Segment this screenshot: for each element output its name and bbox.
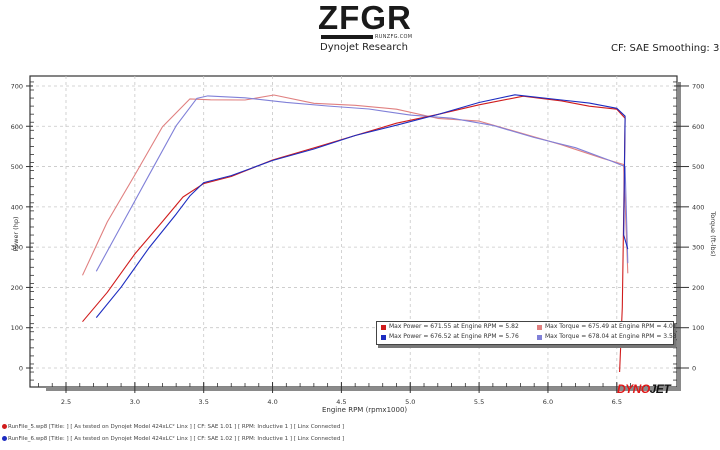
legend-entry: Max Torque = 675.49 at Engine RPM = 4.01 [545, 323, 677, 330]
run-file-text: RunFile_5.wp8 [Title: ] [ As tested on D… [8, 424, 345, 430]
chart-title: Dynojet Research [320, 42, 408, 53]
svg-text:600: 600 [692, 123, 704, 131]
svg-text:500: 500 [692, 163, 704, 171]
svg-text:6.5: 6.5 [612, 398, 622, 406]
svg-text:300: 300 [11, 244, 23, 252]
dynojet-logo: DYNOJET [617, 382, 671, 396]
run-color-dot [2, 424, 7, 429]
svg-text:100: 100 [692, 324, 704, 332]
series-line [82, 95, 626, 373]
svg-text:500: 500 [11, 163, 23, 171]
chart-legend: Max Power = 671.55 at Engine RPM = 5.82 … [376, 321, 677, 345]
svg-text:4.0: 4.0 [267, 398, 277, 406]
y-axis-label-power: Power (hp) [12, 216, 20, 252]
run-file-text: RunFile_6.wp8 [Title: ] [ As tested on D… [8, 436, 345, 442]
run-file-info: RunFile_6.wp8 [Title: ] [ As tested on D… [2, 436, 344, 442]
svg-text:6.0: 6.0 [543, 398, 553, 406]
series-line [95, 95, 629, 272]
legend-row: Max Power = 671.55 at Engine RPM = 5.82 … [377, 323, 677, 333]
legend-entry: Max Power = 676.52 at Engine RPM = 5.76 [389, 333, 519, 340]
legend-swatch [381, 335, 386, 340]
dynojet-logo-black: JET [649, 382, 671, 396]
legend-swatch [537, 335, 542, 340]
svg-text:600: 600 [11, 123, 23, 131]
run-file-info: RunFile_5.wp8 [Title: ] [ As tested on D… [2, 424, 344, 430]
axis-ticks: 2.5 3.0 3.5 4.0 4.5 5.0 5.5 6.0 6.5 0 100 200 300 400… [11, 81, 704, 406]
cf-smoothing-label: CF: SAE Smoothing: 3 [611, 43, 720, 54]
svg-text:2.5: 2.5 [61, 398, 71, 406]
svg-text:300: 300 [692, 244, 704, 252]
svg-text:3.0: 3.0 [130, 398, 140, 406]
svg-text:700: 700 [11, 82, 23, 90]
svg-text:100: 100 [11, 324, 23, 332]
legend-entry: Max Power = 671.55 at Engine RPM = 5.82 [389, 323, 519, 330]
svg-text:700: 700 [692, 82, 704, 90]
svg-text:400: 400 [692, 203, 704, 211]
logo-subtext: RUNZFG.COM [375, 34, 413, 40]
svg-text:5.0: 5.0 [405, 398, 415, 406]
svg-text:4.5: 4.5 [336, 398, 346, 406]
svg-text:200: 200 [11, 284, 23, 292]
svg-text:5.5: 5.5 [474, 398, 484, 406]
series-line [82, 94, 629, 276]
legend-swatch [537, 325, 542, 330]
svg-text:200: 200 [692, 284, 704, 292]
legend-entry: Max Torque = 678.04 at Engine RPM = 3.53 [545, 333, 677, 340]
data-series [82, 94, 629, 373]
dynojet-logo-red: DYNO [617, 382, 650, 396]
y-axis-label-torque: Torque (ft-lbs) [709, 211, 717, 257]
legend-swatch [381, 325, 386, 330]
svg-text:400: 400 [11, 203, 23, 211]
svg-text:0: 0 [692, 365, 696, 373]
x-axis-label: Engine RPM (rpmx1000) [322, 406, 408, 414]
run-color-dot [2, 436, 7, 441]
logo-text: ZFGR [318, 0, 412, 36]
svg-text:0: 0 [19, 365, 23, 373]
legend-row: Max Power = 676.52 at Engine RPM = 5.76 … [377, 333, 677, 343]
logo-underline [321, 35, 373, 39]
svg-text:3.5: 3.5 [199, 398, 209, 406]
zfgr-logo: ZFGR RUNZFG.COM [318, 0, 412, 40]
series-line [95, 94, 629, 318]
